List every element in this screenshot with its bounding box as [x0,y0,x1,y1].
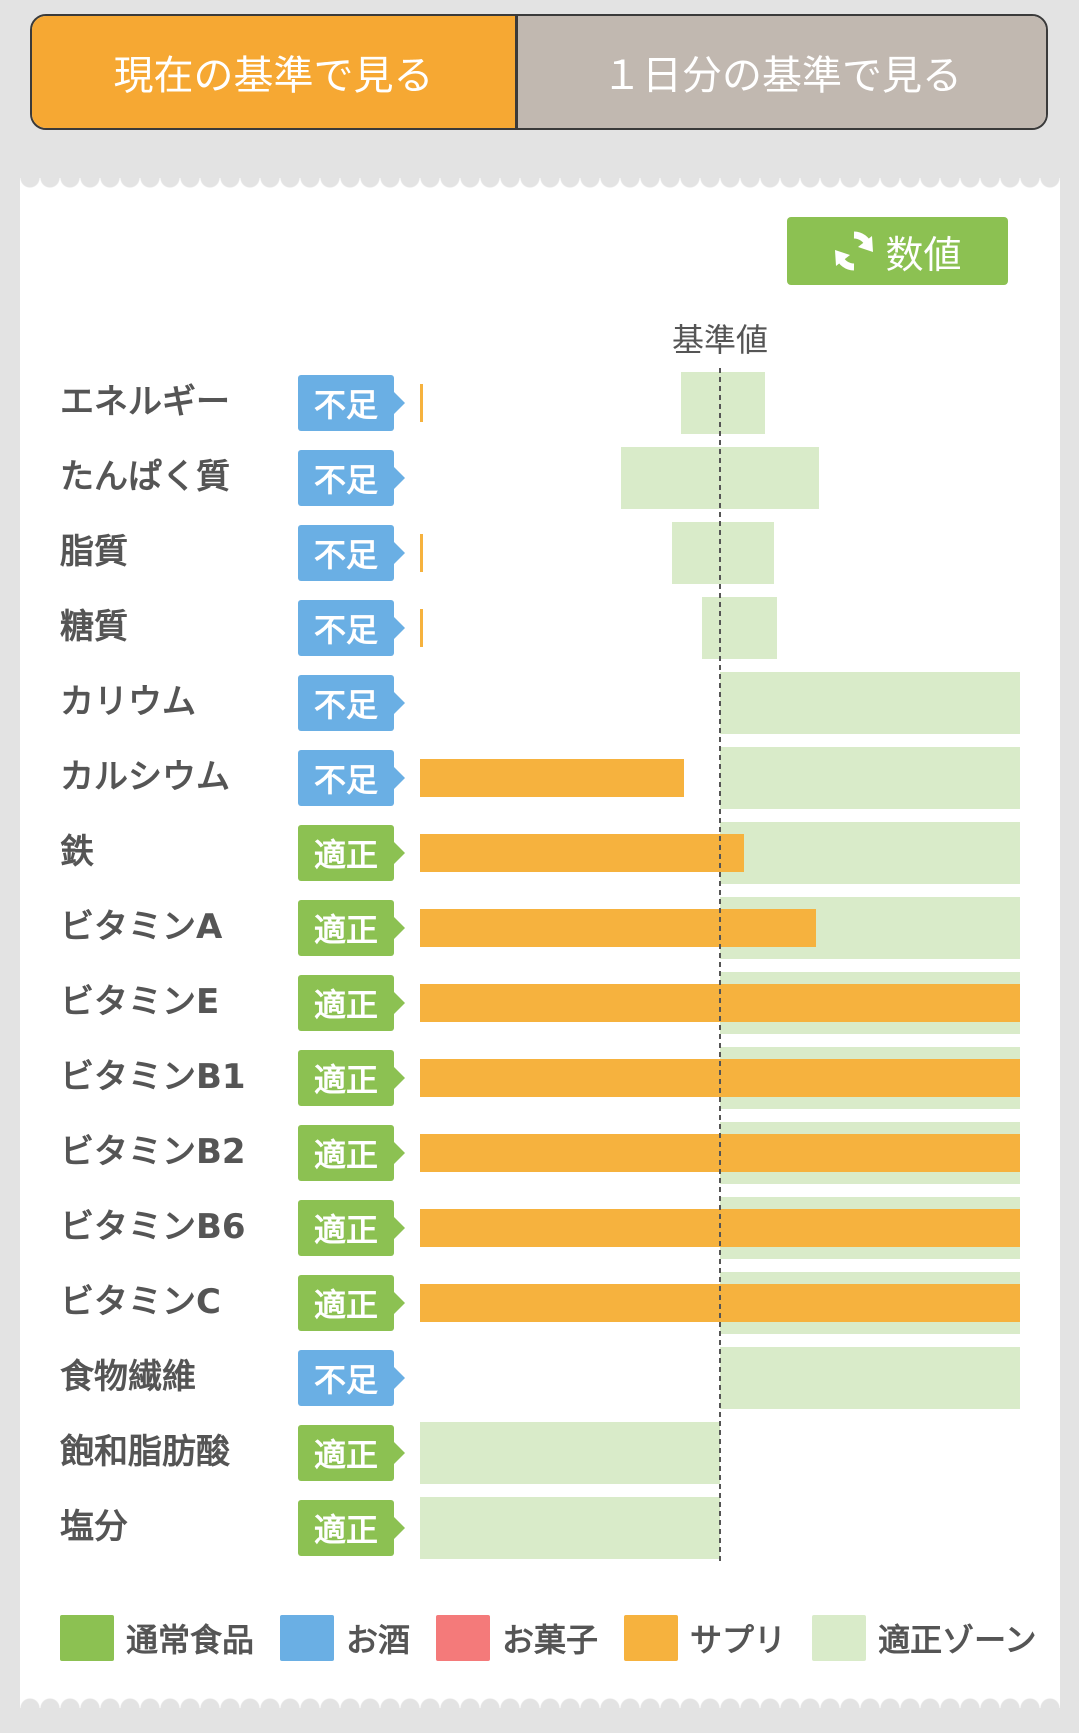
nutrient-label-1: たんぱく質 [60,457,230,497]
status-badge-11: 適正 [298,1200,405,1256]
legend-label-normal-food: 通常食品 [126,1621,255,1659]
legend-item-sweets: お菓子 [436,1615,598,1661]
legend-item-supplement: サプリ [624,1615,786,1661]
status-badge-text-3: 不足 [313,611,378,649]
status-badge-text-15: 適正 [313,1511,378,1549]
legend-item-alcohol: お酒 [280,1615,410,1661]
status-badge-5: 不足 [298,750,405,806]
nutrient-label-8: ビタミンE [60,982,220,1022]
status-badge-13: 不足 [298,1350,405,1406]
status-badge-7: 適正 [298,900,405,956]
nutrient-label-5: カルシウム [60,757,230,797]
status-badge-12: 適正 [298,1275,405,1331]
status-badge-1: 不足 [298,450,405,506]
status-badge-10: 適正 [298,1125,405,1181]
nutrient-label-9: ビタミンB1 [60,1057,246,1097]
proper-zone-band-0 [681,372,765,434]
legend-label-supplement: サプリ [690,1621,787,1659]
status-badge-text-12: 適正 [313,1286,378,1324]
legend-swatch-normal-food [60,1615,114,1661]
proper-zone-band-4 [720,672,1020,734]
status-badge-3: 不足 [298,600,405,656]
status-badge-text-14: 適正 [313,1436,378,1474]
supplement-bar-2 [420,534,423,572]
refresh-icon [835,231,874,271]
status-badge-text-10: 適正 [313,1136,378,1174]
legend-swatch-alcohol [280,1615,335,1661]
reference-line-label: 基準値 [671,321,768,359]
proper-zone-band-14 [420,1422,720,1484]
nutrient-label-4: カリウム [60,682,196,722]
nutrient-label-13: 食物繊維 [60,1357,196,1397]
nutrient-label-3: 糖質 [60,607,128,647]
status-badge-8: 適正 [298,975,405,1031]
legend-swatch-sweets [436,1615,491,1661]
status-badge-text-2: 不足 [313,536,378,574]
nutrient-label-14: 飽和脂肪酸 [60,1432,230,1472]
status-badge-text-6: 適正 [313,836,378,874]
status-badge-text-7: 適正 [313,911,378,949]
status-badge-text-0: 不足 [313,386,378,424]
legend-label-alcohol: お酒 [346,1621,411,1659]
view-mode-tabs: 現在の基準で見る １日分の基準で見る [30,14,1048,130]
tab-daily-standard[interactable]: １日分の基準で見る [518,16,1046,128]
supplement-bar-6 [420,834,744,872]
legend-swatch-supplement [624,1615,679,1661]
nutrient-label-12: ビタミンC [60,1282,221,1322]
toggle-values-button[interactable]: 数値 [787,217,1008,285]
status-badge-0: 不足 [298,375,405,431]
status-badge-text-5: 不足 [313,761,378,799]
supplement-bar-0 [420,384,423,422]
supplement-bar-3 [420,609,423,647]
nutrient-label-11: ビタミンB6 [60,1207,246,1247]
supplement-bar-5 [420,759,684,797]
toggle-values-label: 数値 [885,232,962,277]
proper-zone-band-6 [720,822,1020,884]
nutrient-label-10: ビタミンB2 [60,1132,246,1172]
proper-zone-band-5 [720,747,1020,809]
legend-item-normal-food: 通常食品 [60,1615,254,1661]
legend-swatch-proper-zone [812,1615,867,1661]
status-badge-text-4: 不足 [313,686,378,724]
nutrient-label-2: 脂質 [60,532,128,572]
status-badge-text-8: 適正 [313,986,378,1024]
nutrient-label-15: 塩分 [60,1507,128,1547]
supplement-bar-7 [420,909,816,947]
status-badge-text-9: 適正 [313,1061,378,1099]
tab-current-standard[interactable]: 現在の基準で見る [32,16,518,128]
proper-zone-band-15 [420,1497,720,1559]
legend-item-proper-zone: 適正ゾーン [812,1615,1036,1661]
chart-legend: 通常食品 お酒 お菓子 サプリ 適正ゾーン [60,1614,1036,1662]
nutrient-label-7: ビタミンA [60,907,223,947]
status-badge-2: 不足 [298,525,405,581]
proper-zone-band-2 [672,522,774,584]
status-badge-15: 適正 [298,1500,405,1556]
nutrient-label-6: 鉄 [60,832,94,872]
status-badge-text-13: 不足 [313,1361,378,1399]
proper-zone-band-13 [720,1347,1020,1409]
card-bottom-edge [20,1694,1060,1708]
legend-label-proper-zone: 適正ゾーン [878,1621,1037,1659]
status-badge-14: 適正 [298,1425,405,1481]
nutrient-label-0: エネルギー [60,382,230,422]
status-badge-9: 適正 [298,1050,405,1106]
status-badge-6: 適正 [298,825,405,881]
status-badge-4: 不足 [298,675,405,731]
legend-label-sweets: お菓子 [502,1621,599,1659]
status-badge-text-11: 適正 [313,1211,378,1249]
status-badge-text-1: 不足 [313,461,378,499]
proper-zone-band-3 [702,597,777,659]
